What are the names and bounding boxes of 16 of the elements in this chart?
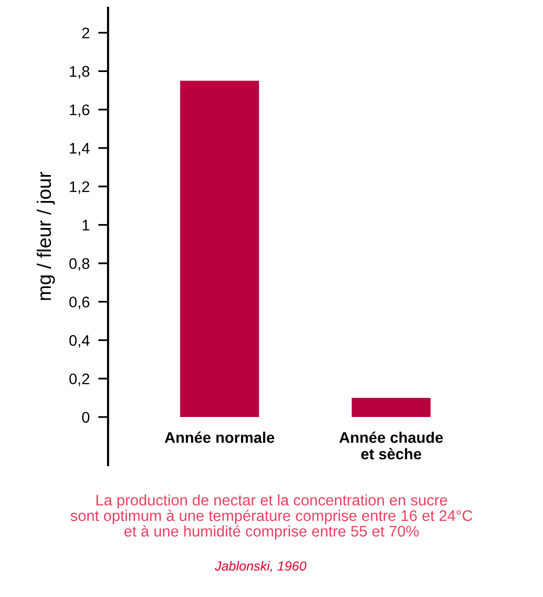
y-axis-title: mg / fleur / jour xyxy=(36,172,55,300)
y-tick-label: 1,8 xyxy=(70,66,90,79)
y-tick-label: 1,6 xyxy=(70,104,90,118)
y-tick-label: 2 xyxy=(82,28,90,38)
y-tick-label: 1,2 xyxy=(70,181,90,194)
x-tick-label: Année normale xyxy=(164,432,274,443)
y-tick-label: 0,6 xyxy=(69,296,90,310)
y-tick-label: 0,4 xyxy=(69,335,90,348)
text: Jablonski, 1960 xyxy=(214,561,306,572)
y-tick-label: 1,4 xyxy=(70,143,90,156)
y-tick-label: 0,8 xyxy=(69,258,90,271)
y-tick-label: 1 xyxy=(82,220,90,230)
y-tick-label: 0,2 xyxy=(69,373,90,386)
x-tick-label: Année chaude et sèche xyxy=(339,432,443,460)
text: La production de nectar et la concentration en sucre sont optimum à une température comprise entre 16 et 24°C et à une humidité comprise entre 55 et 70% xyxy=(70,494,472,540)
y-tick-label: 0 xyxy=(82,412,90,423)
